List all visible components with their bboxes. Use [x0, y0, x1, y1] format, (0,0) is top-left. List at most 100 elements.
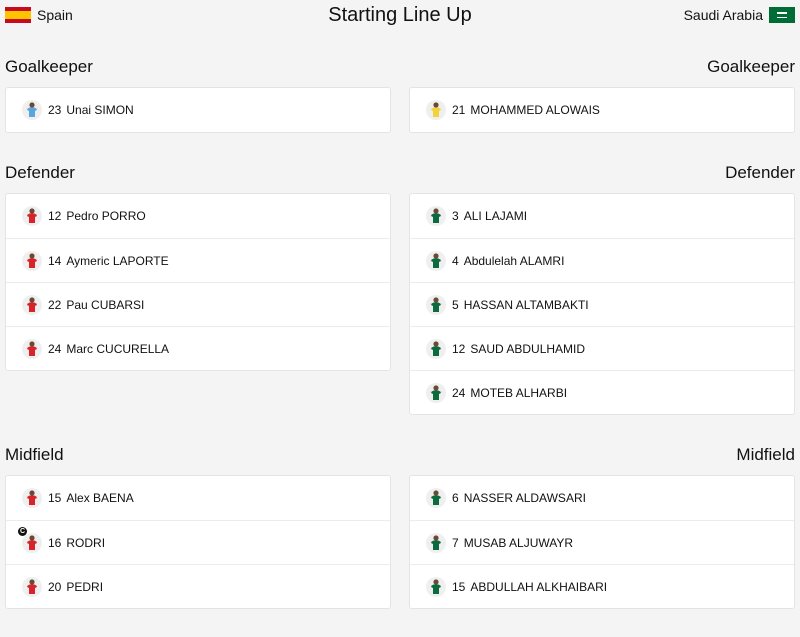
home-column: Midfield 15 Alex BAENA 16 RODRI C 20 PEDRI [5, 443, 391, 609]
player-card: 12 Pedro PORRO 14 Aymeric LAPORTE 22 Pau CUBA… [5, 193, 391, 371]
position-heading: Midfield [736, 445, 795, 464]
player-row: 7 MUSAB ALJUWAYR [410, 520, 794, 564]
player-number: 24 [48, 341, 62, 356]
away-team: Saudi Arabia [684, 6, 795, 24]
player-number: 15 [452, 579, 466, 594]
position-heading: Midfield [5, 445, 64, 464]
away-column: Defender 3 ALI LAJAMI 4 Abdulelah ALAMRI 5 HAS… [409, 161, 795, 415]
player-avatar [426, 295, 446, 315]
header: Spain Starting Line Up Saudi Arabia [0, 0, 800, 30]
position-heading: Goalkeeper [707, 57, 795, 76]
player-avatar [22, 295, 42, 315]
away-team-name: Saudi Arabia [683, 7, 763, 23]
player-row: 12 SAUD ABDULHAMID [410, 326, 794, 370]
position-heading: Defender [725, 163, 795, 182]
player-name: Pedro PORRO [66, 209, 146, 223]
player-name: Pau CUBARSI [66, 297, 145, 312]
player-name: Alex BAENA [66, 491, 134, 505]
player-row: 4 Abdulelah ALAMRI [410, 238, 794, 282]
position-heading: Defender [5, 163, 75, 182]
player-number: 23 [48, 103, 62, 117]
position-heading: Goalkeeper [5, 57, 93, 76]
position-section: Defender 12 Pedro PORRO 14 Aymeric LAPORTE 22… [0, 161, 800, 415]
home-team-name: Spain [37, 7, 73, 23]
player-name: ABDULLAH ALKHAIBARI [470, 579, 608, 594]
player-number: 20 [48, 579, 62, 594]
player-row: 16 RODRI C [6, 520, 390, 564]
player-name: NASSER ALDAWSARI [463, 491, 586, 505]
player-number: 24 [452, 385, 466, 400]
player-avatar [426, 383, 446, 403]
page: Spain Starting Line Up Saudi Arabia Goal… [0, 0, 800, 609]
player-row: 15 Alex BAENA [6, 476, 390, 520]
player-name: HASSAN ALTAMBAKTI [463, 297, 589, 312]
player-number: 12 [452, 341, 466, 356]
player-card: 21 MOHAMMED ALOWAIS [409, 87, 795, 133]
away-column: Midfield 6 NASSER ALDAWSARI 7 MUSAB ALJUWAYR… [409, 443, 795, 609]
player-name: Marc CUCURELLA [66, 341, 170, 356]
away-column: Goalkeeper 21 MOHAMMED ALOWAIS [409, 55, 795, 133]
player-avatar [22, 206, 42, 226]
lineup: Goalkeeper 23 Unai SIMON Goalkeeper 21 MOHAMM… [0, 55, 800, 637]
player-avatar [426, 206, 446, 226]
player-row: 6 NASSER ALDAWSARI [410, 476, 794, 520]
player-avatar [22, 533, 42, 553]
player-card: 6 NASSER ALDAWSARI 7 MUSAB ALJUWAYR 15 ABDULL… [409, 475, 795, 609]
player-avatar [22, 577, 42, 597]
player-row: 14 Aymeric LAPORTE [6, 238, 390, 282]
player-row: 12 Pedro PORRO [6, 194, 390, 238]
player-name: SAUD ABDULHAMID [470, 341, 586, 356]
player-avatar [426, 533, 446, 553]
player-number: 6 [452, 491, 459, 505]
captain-badge: C [18, 527, 27, 536]
player-number: 14 [48, 253, 62, 268]
player-number: 21 [452, 103, 466, 117]
player-row: 23 Unai SIMON [6, 88, 390, 132]
player-name: MOTEB ALHARBI [470, 385, 568, 400]
player-number: 5 [452, 297, 459, 312]
player-avatar [22, 339, 42, 359]
position-section: Midfield 15 Alex BAENA 16 RODRI C 20 PEDRI Midfi… [0, 443, 800, 609]
player-card: 15 Alex BAENA 16 RODRI C 20 PEDRI [5, 475, 391, 609]
player-number: 7 [452, 535, 459, 550]
player-number: 16 [48, 535, 62, 550]
player-row: 3 ALI LAJAMI [410, 194, 794, 238]
player-avatar [426, 100, 446, 120]
player-row: 24 MOTEB ALHARBI [410, 370, 794, 414]
player-number: 12 [48, 209, 62, 223]
player-row: 22 Pau CUBARSI [6, 282, 390, 326]
player-row: 24 Marc CUCURELLA [6, 326, 390, 370]
player-name: MUSAB ALJUWAYR [463, 535, 574, 550]
player-avatar [22, 100, 42, 120]
home-column: Goalkeeper 23 Unai SIMON [5, 55, 391, 133]
player-row: 15 ABDULLAH ALKHAIBARI [410, 564, 794, 608]
player-row: 21 MOHAMMED ALOWAIS [410, 88, 794, 132]
player-card: 23 Unai SIMON [5, 87, 391, 133]
player-name: PEDRI [66, 579, 104, 594]
player-row: 5 HASSAN ALTAMBAKTI [410, 282, 794, 326]
player-avatar [426, 488, 446, 508]
player-avatar [22, 488, 42, 508]
player-number: 22 [48, 297, 62, 312]
player-row: 20 PEDRI [6, 564, 390, 608]
player-card: 3 ALI LAJAMI 4 Abdulelah ALAMRI 5 HASSAN ALTA… [409, 193, 795, 415]
player-number: 4 [452, 253, 459, 268]
player-name: MOHAMMED ALOWAIS [470, 103, 600, 117]
player-name: ALI LAJAMI [463, 209, 528, 223]
player-name: RODRI [66, 535, 106, 550]
spain-flag [5, 7, 31, 23]
player-number: 15 [48, 491, 62, 505]
home-team: Spain [5, 6, 73, 24]
player-avatar [426, 577, 446, 597]
player-number: 3 [452, 209, 459, 223]
player-name: Abdulelah ALAMRI [463, 253, 565, 268]
player-avatar [426, 251, 446, 271]
player-avatar [22, 251, 42, 271]
home-column: Defender 12 Pedro PORRO 14 Aymeric LAPORTE 22… [5, 161, 391, 415]
player-name: Unai SIMON [66, 103, 134, 117]
player-name: Aymeric LAPORTE [66, 253, 169, 268]
player-avatar [426, 339, 446, 359]
position-section: Goalkeeper 23 Unai SIMON Goalkeeper 21 MOHAMM… [0, 55, 800, 133]
saudi-flag [769, 7, 795, 23]
title: Starting Line Up [328, 4, 472, 26]
